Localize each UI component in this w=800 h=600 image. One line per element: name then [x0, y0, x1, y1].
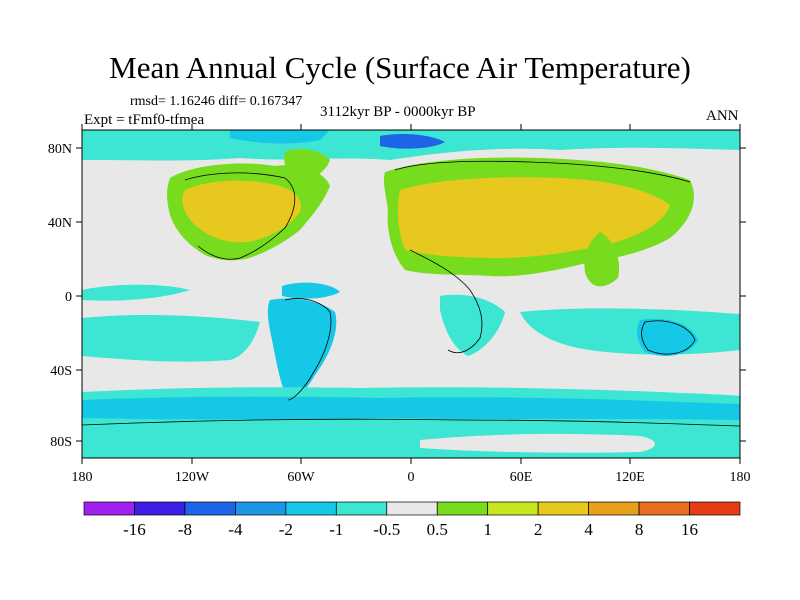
- colorbar-label: 0.5: [427, 520, 448, 539]
- y-tick-80s: 80S: [50, 435, 72, 450]
- north-america-hot: [182, 180, 302, 243]
- colorbar-swatch: [83, 501, 135, 516]
- antarctic-cool-band: [82, 396, 740, 420]
- colorbar-swatch: [235, 501, 287, 516]
- colorbar-swatch: [537, 501, 589, 516]
- coastlines: [81, 160, 741, 427]
- colorbar-label: 16: [681, 520, 698, 539]
- southern-africa: [440, 294, 505, 356]
- colorbar-swatch: [638, 501, 690, 516]
- colorbar-swatch: [487, 501, 539, 516]
- colorbar-label: -2: [279, 520, 293, 539]
- x-tick-0: 0: [408, 470, 415, 485]
- south-america: [267, 298, 337, 401]
- colorbar-label: -0.5: [373, 520, 400, 539]
- colorbar-label: -8: [178, 520, 192, 539]
- colorbar-swatch: [689, 501, 741, 516]
- x-axis: 180 120W 60W 0 60E 120E 180: [72, 124, 751, 485]
- colorbar-label: 2: [534, 520, 543, 539]
- colorbar-swatch: [588, 501, 640, 516]
- x-tick-60e: 60E: [510, 470, 533, 485]
- season-label: ANN: [706, 108, 739, 124]
- colorbar-label: 8: [635, 520, 644, 539]
- rmsd-diff-stats: rmsd= 1.16246 diff= 0.167347: [130, 94, 303, 109]
- east-pacific-band: [82, 284, 190, 301]
- arctic-strong-cool-patch: [380, 134, 445, 149]
- colorbar-swatch: [386, 501, 438, 516]
- x-tick-180-left: 180: [72, 470, 93, 485]
- colorbar: -16 -8 -4 -2 -1 -0.5 0.5 1 2 4 8 16: [83, 501, 741, 539]
- south-asia-warm: [584, 232, 620, 287]
- y-tick-40s: 40S: [50, 364, 72, 379]
- colorbar-label: 1: [483, 520, 492, 539]
- map-panel: [81, 129, 741, 459]
- y-tick-0: 0: [65, 290, 72, 305]
- colorbar-swatch: [134, 501, 186, 516]
- greenland: [284, 149, 330, 182]
- antarctic-neutral-patch: [420, 433, 655, 453]
- colorbar-swatch: [335, 501, 388, 516]
- south-pacific-band: [82, 315, 260, 362]
- y-tick-80n: 80N: [48, 142, 72, 157]
- colorbar-label: -4: [228, 520, 243, 539]
- x-tick-180-right: 180: [730, 470, 751, 485]
- atlantic-equatorial-cool: [282, 282, 340, 299]
- x-tick-60w: 60W: [287, 470, 315, 485]
- x-tick-120e: 120E: [615, 470, 645, 485]
- x-tick-120w: 120W: [175, 470, 210, 485]
- period-label: 3112kyr BP - 0000kyr BP: [320, 104, 476, 120]
- australia: [637, 318, 698, 356]
- colorbar-label: 4: [584, 520, 593, 539]
- colorbar-label: -1: [329, 520, 343, 539]
- y-axis: 80N 40N 0 40S 80S: [48, 142, 746, 450]
- colorbar-label: -16: [123, 520, 146, 539]
- arctic-cool-patch: [230, 130, 330, 144]
- colorbar-swatch: [285, 501, 337, 516]
- page-title: Mean Annual Cycle (Surface Air Temperatu…: [109, 50, 691, 85]
- experiment-label: Expt = tFmf0-tfmea: [84, 112, 205, 128]
- y-tick-40n: 40N: [48, 216, 72, 231]
- colorbar-swatch: [436, 501, 489, 516]
- colorbar-swatch: [184, 501, 236, 516]
